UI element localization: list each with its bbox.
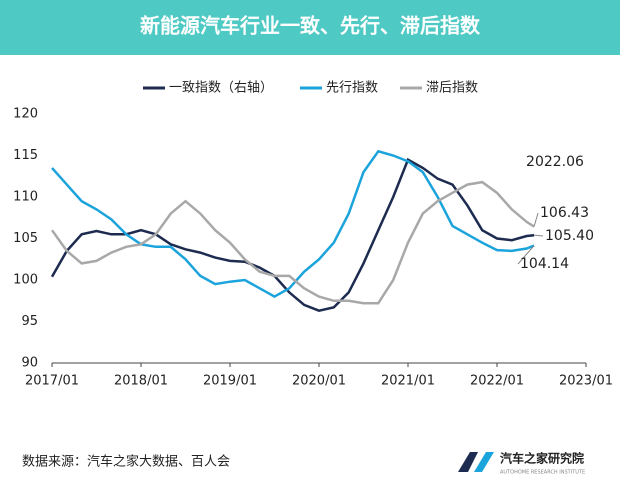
logo-sub: AUTOHOME RESEARCH INSTITUTE	[500, 470, 585, 476]
logo-name: 汽车之家研究院	[500, 451, 584, 466]
x-tick-label: 2019/01	[203, 374, 257, 389]
header-band	[0, 0, 620, 55]
legend-label: 滞后指数	[426, 81, 478, 96]
logo-mark	[474, 452, 494, 472]
y-tick-label: 115	[13, 148, 38, 163]
x-tick-label: 2017/01	[25, 374, 79, 389]
y-tick-label: 90	[21, 356, 38, 371]
value-label: 106.43	[540, 205, 589, 221]
legend-label: 一致指数（右轴）	[169, 81, 273, 96]
series-line	[51, 149, 535, 299]
chart-title: 新能源汽车行业一致、先行、滞后指数	[140, 14, 481, 38]
y-tick-label: 120	[13, 107, 38, 122]
series-line	[50, 157, 535, 313]
source: 数据来源：汽车之家大数据、百人会	[22, 454, 230, 470]
leader-line	[517, 245, 535, 265]
logo-mark	[458, 452, 478, 472]
x-tick-label: 2021/01	[381, 374, 435, 389]
value-label: 104.14	[520, 256, 569, 272]
x-tick-label: 2018/01	[114, 374, 168, 389]
value-label: 105.40	[545, 228, 594, 244]
series-line	[50, 180, 535, 305]
leader-line	[533, 212, 539, 227]
y-tick-label: 95	[21, 314, 38, 329]
x-tick-label: 2020/01	[292, 374, 346, 389]
x-tick-label: 2023/01	[559, 374, 613, 389]
y-tick-label: 105	[13, 231, 38, 246]
y-tick-label: 110	[13, 190, 38, 205]
leader-line	[534, 234, 544, 237]
y-tick-label: 100	[13, 273, 38, 288]
legend-label: 先行指数	[326, 81, 378, 96]
annotation: 2022.06	[526, 154, 584, 170]
x-tick-label: 2022/01	[470, 374, 524, 389]
